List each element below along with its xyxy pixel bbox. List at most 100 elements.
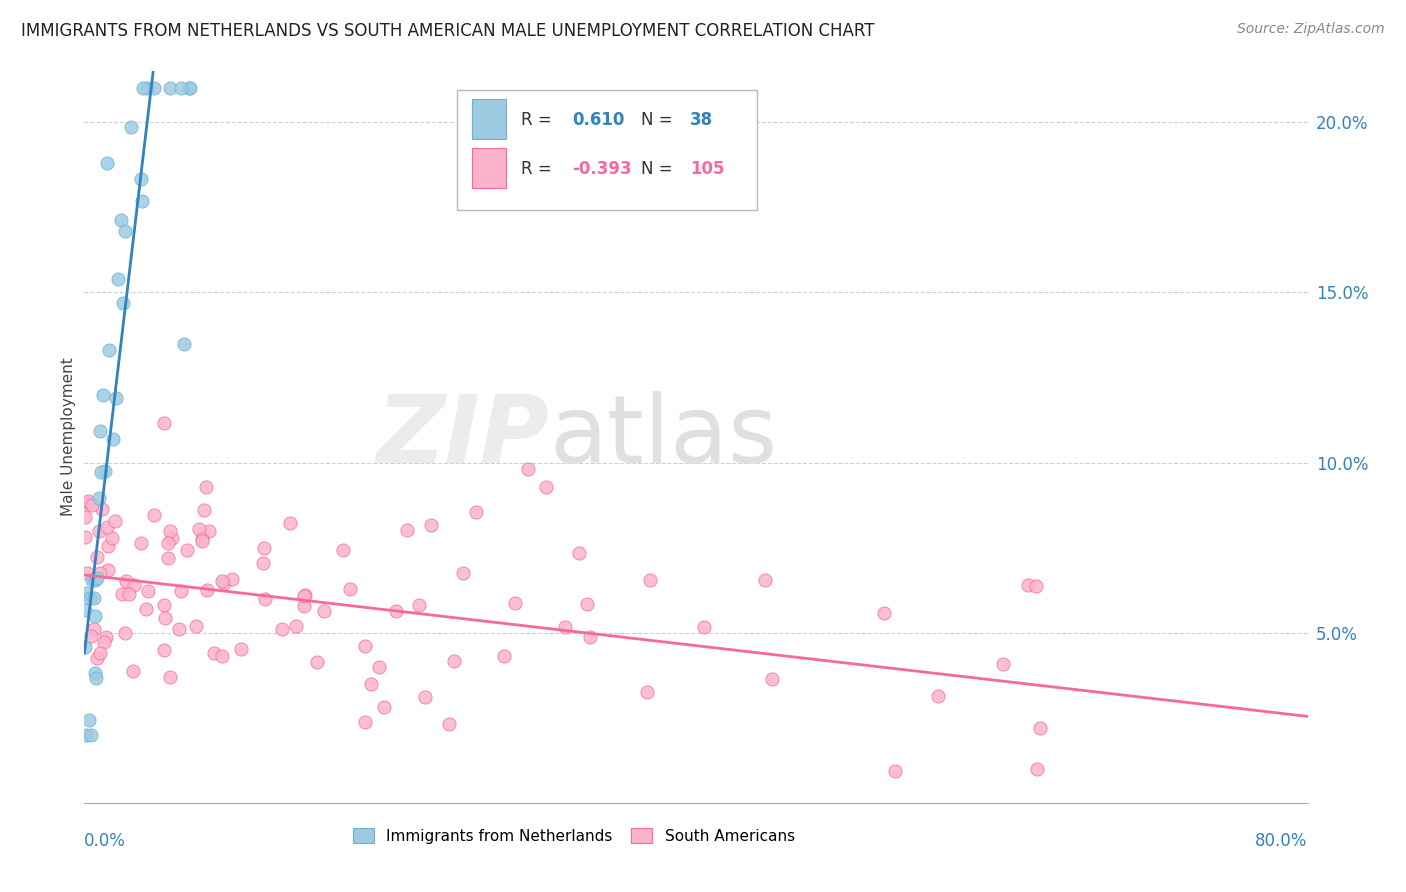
Point <box>193 503 215 517</box>
Point <box>339 582 361 597</box>
Point <box>89 524 111 539</box>
Point <box>873 606 896 620</box>
Bar <box>472 148 506 188</box>
Text: 38: 38 <box>690 112 713 129</box>
Point <box>278 516 301 530</box>
Point <box>89 566 111 580</box>
Legend: Immigrants from Netherlands, South Americans: Immigrants from Netherlands, South Ameri… <box>346 822 801 850</box>
Point <box>170 81 193 95</box>
Point <box>211 574 233 589</box>
Point <box>80 573 103 587</box>
Point <box>160 531 183 545</box>
Point <box>84 573 107 587</box>
Text: 105: 105 <box>690 160 724 178</box>
Point <box>131 171 153 186</box>
Point <box>229 641 252 656</box>
Point <box>153 599 176 613</box>
Point <box>368 660 391 674</box>
Point <box>153 416 176 430</box>
Point <box>87 491 110 506</box>
Text: R =: R = <box>522 160 557 178</box>
Point <box>1017 578 1039 592</box>
Point <box>419 517 441 532</box>
Point <box>80 498 103 512</box>
Point <box>176 542 198 557</box>
Text: atlas: atlas <box>550 391 778 483</box>
Point <box>129 535 152 549</box>
Point <box>103 432 125 446</box>
Point <box>91 387 114 401</box>
Point <box>101 531 124 545</box>
Point <box>188 522 211 536</box>
Point <box>169 622 191 636</box>
Text: R =: R = <box>522 112 557 129</box>
Point <box>89 424 111 438</box>
Text: N =: N = <box>641 112 678 129</box>
Point <box>115 574 138 588</box>
Point <box>195 582 218 597</box>
Y-axis label: Male Unemployment: Male Unemployment <box>60 358 76 516</box>
Point <box>77 495 100 509</box>
Point <box>97 563 120 577</box>
Point <box>198 524 221 538</box>
Point <box>111 295 134 310</box>
Point <box>131 194 153 208</box>
Point <box>79 591 101 605</box>
Point <box>90 502 112 516</box>
Point <box>90 465 112 479</box>
Point <box>86 671 108 685</box>
Text: -0.393: -0.393 <box>572 160 633 178</box>
Text: 80.0%: 80.0% <box>1256 832 1308 850</box>
Text: 0.610: 0.610 <box>572 112 624 129</box>
Point <box>83 665 105 680</box>
Point <box>159 670 181 684</box>
Point <box>114 626 136 640</box>
Point <box>114 224 136 238</box>
Point <box>384 604 406 618</box>
Point <box>534 480 557 494</box>
Point <box>75 510 97 524</box>
Point <box>75 586 97 600</box>
Point <box>761 672 783 686</box>
Point <box>135 602 157 616</box>
Point <box>159 524 181 539</box>
Point <box>294 588 316 602</box>
Point <box>96 630 118 644</box>
Point <box>202 646 225 660</box>
Point <box>89 646 111 660</box>
Point <box>97 343 120 357</box>
Point <box>465 505 488 519</box>
Point <box>578 630 600 644</box>
Point <box>124 577 146 591</box>
Point <box>157 551 180 566</box>
Point <box>494 648 516 663</box>
Point <box>170 583 193 598</box>
Point <box>453 566 475 580</box>
Point <box>312 604 335 618</box>
Point <box>136 81 159 95</box>
Text: Source: ZipAtlas.com: Source: ZipAtlas.com <box>1237 22 1385 37</box>
Point <box>305 655 328 669</box>
Point <box>927 689 949 703</box>
Point <box>270 622 292 636</box>
Point <box>93 635 115 649</box>
Point <box>443 654 465 668</box>
Point <box>159 81 181 95</box>
Point <box>373 700 395 714</box>
Point <box>883 764 905 778</box>
Point <box>83 622 105 636</box>
Point <box>153 642 176 657</box>
Point <box>121 664 143 678</box>
Point <box>1026 762 1049 776</box>
Point <box>437 717 460 731</box>
Point <box>73 640 96 654</box>
Point <box>360 677 382 691</box>
Point <box>86 650 108 665</box>
Point <box>105 392 128 406</box>
Point <box>194 480 217 494</box>
Point <box>395 523 418 537</box>
Point <box>554 620 576 634</box>
Point <box>285 619 308 633</box>
Point <box>638 574 661 588</box>
Point <box>252 556 274 570</box>
